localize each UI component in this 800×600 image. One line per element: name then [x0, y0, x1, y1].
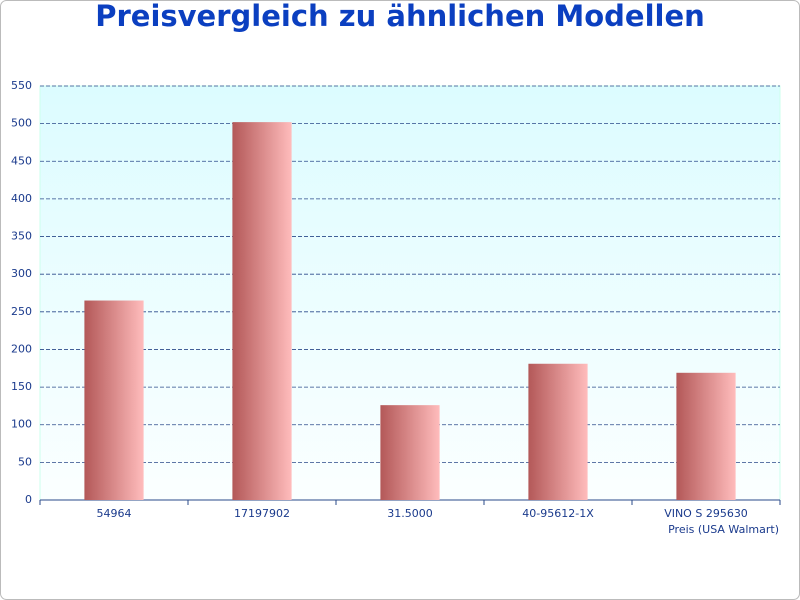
- y-tick-label: 0: [25, 493, 32, 506]
- x-tick-label: 54964: [97, 507, 132, 520]
- bar: [84, 300, 144, 500]
- y-tick-label: 550: [11, 79, 32, 92]
- x-tick-label: 17197902: [234, 507, 290, 520]
- bar: [380, 405, 440, 500]
- bar: [528, 363, 588, 500]
- y-tick-label: 150: [11, 380, 32, 393]
- legend-label: Preis (USA Walmart): [668, 523, 779, 536]
- chart-title: Preisvergleich zu ähnlichen Modellen: [95, 0, 705, 33]
- y-tick-label: 300: [11, 267, 32, 280]
- x-tick-label: 31.5000: [387, 507, 433, 520]
- bar: [232, 122, 292, 500]
- y-tick-label: 50: [18, 455, 32, 468]
- x-tick-label: VINO S 295630: [664, 507, 748, 520]
- y-tick-label: 100: [11, 418, 32, 431]
- y-tick-label: 500: [11, 117, 32, 130]
- y-tick-label: 350: [11, 230, 32, 243]
- y-tick-label: 400: [11, 192, 32, 205]
- bar: [676, 372, 736, 500]
- y-tick-label: 450: [11, 154, 32, 167]
- y-tick-label: 250: [11, 305, 32, 318]
- y-tick-label: 200: [11, 342, 32, 355]
- x-tick-label: 40-95612-1X: [522, 507, 594, 520]
